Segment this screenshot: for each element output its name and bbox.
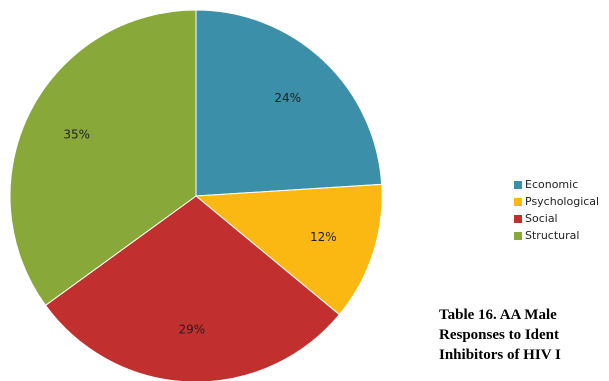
- slice-label-psychological: 12%: [310, 230, 337, 244]
- legend-label-structural: Structural: [525, 229, 580, 242]
- chart-caption: Table 16. AA Male Responses to Ident Inh…: [439, 305, 609, 365]
- legend-item-economic: Economic: [514, 176, 599, 193]
- legend-label-economic: Economic: [525, 178, 579, 191]
- legend-swatch-structural: [514, 231, 522, 240]
- legend-item-social: Social: [514, 210, 599, 227]
- slice-label-economic: 24%: [274, 91, 301, 105]
- legend: Economic Psychological Social Structural: [514, 176, 599, 244]
- legend-swatch-psychological: [514, 197, 522, 206]
- slice-label-structural: 35%: [63, 128, 90, 142]
- caption-line-2: Responses to Ident: [439, 327, 560, 343]
- pie-labels: 24% 12% 29% 35%: [63, 91, 336, 336]
- slice-label-social: 29%: [178, 322, 205, 336]
- legend-swatch-social: [514, 214, 522, 223]
- legend-swatch-economic: [514, 180, 522, 189]
- pie-slice-psychological: [194, 183, 383, 316]
- legend-item-psychological: Psychological: [514, 193, 599, 210]
- pie-slice-social: [44, 195, 341, 381]
- legend-label-psychological: Psychological: [525, 195, 600, 208]
- pie-slices: [9, 9, 383, 381]
- caption-line-1: Table 16. AA Male: [439, 307, 557, 323]
- pie-slice-structural: [9, 9, 197, 307]
- caption-line-3: Inhibitors of HIV I: [439, 347, 561, 363]
- legend-label-social: Social: [525, 212, 558, 225]
- legend-item-structural: Structural: [514, 227, 599, 244]
- pie-slice-economic: [195, 9, 383, 197]
